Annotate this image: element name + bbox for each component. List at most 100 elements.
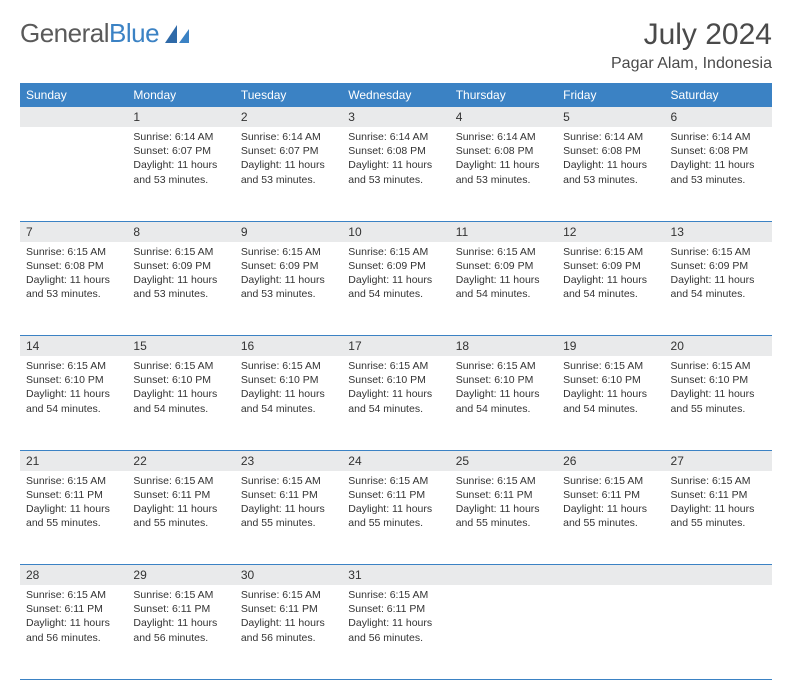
day-cell-body: Sunrise: 6:15 AMSunset: 6:10 PMDaylight:… <box>235 356 342 422</box>
daylight-text-1: Daylight: 11 hours <box>348 502 443 516</box>
day-number-cell: 8 <box>127 221 234 242</box>
daylight-text-1: Daylight: 11 hours <box>26 387 121 401</box>
week-row: Sunrise: 6:15 AMSunset: 6:11 PMDaylight:… <box>20 585 772 679</box>
sunrise-text: Sunrise: 6:15 AM <box>26 359 121 373</box>
day-cell <box>665 585 772 679</box>
daylight-text-1: Daylight: 11 hours <box>671 502 766 516</box>
daylight-text-2: and 54 minutes. <box>456 287 551 301</box>
daylight-text-2: and 54 minutes. <box>26 402 121 416</box>
day-cell-body: Sunrise: 6:15 AMSunset: 6:11 PMDaylight:… <box>342 471 449 537</box>
sunset-text: Sunset: 6:11 PM <box>348 488 443 502</box>
sunrise-text: Sunrise: 6:15 AM <box>671 474 766 488</box>
sunset-text: Sunset: 6:08 PM <box>671 144 766 158</box>
daylight-text-1: Daylight: 11 hours <box>348 273 443 287</box>
daylight-text-1: Daylight: 11 hours <box>133 616 228 630</box>
day-number-cell: 27 <box>665 450 772 471</box>
logo: GeneralBlue <box>20 18 191 49</box>
day-number-cell <box>20 107 127 127</box>
daylight-text-2: and 54 minutes. <box>133 402 228 416</box>
daylight-text-2: and 53 minutes. <box>133 287 228 301</box>
daylight-text-2: and 54 minutes. <box>563 287 658 301</box>
weekday-header: Monday <box>127 83 234 107</box>
daylight-text-2: and 55 minutes. <box>133 516 228 530</box>
day-cell: Sunrise: 6:15 AMSunset: 6:09 PMDaylight:… <box>665 242 772 336</box>
weekday-header: Saturday <box>665 83 772 107</box>
daylight-text-2: and 53 minutes. <box>456 173 551 187</box>
day-number-cell: 17 <box>342 336 449 357</box>
daylight-text-2: and 53 minutes. <box>671 173 766 187</box>
day-cell: Sunrise: 6:15 AMSunset: 6:09 PMDaylight:… <box>557 242 664 336</box>
daylight-text-1: Daylight: 11 hours <box>456 273 551 287</box>
sunrise-text: Sunrise: 6:14 AM <box>348 130 443 144</box>
day-cell-body: Sunrise: 6:15 AMSunset: 6:10 PMDaylight:… <box>127 356 234 422</box>
sunrise-text: Sunrise: 6:15 AM <box>348 359 443 373</box>
sunset-text: Sunset: 6:10 PM <box>563 373 658 387</box>
day-cell-body: Sunrise: 6:15 AMSunset: 6:10 PMDaylight:… <box>450 356 557 422</box>
day-cell-body: Sunrise: 6:15 AMSunset: 6:08 PMDaylight:… <box>20 242 127 308</box>
day-cell: Sunrise: 6:15 AMSunset: 6:11 PMDaylight:… <box>235 585 342 679</box>
sunrise-text: Sunrise: 6:15 AM <box>26 245 121 259</box>
day-cell-body: Sunrise: 6:15 AMSunset: 6:11 PMDaylight:… <box>665 471 772 537</box>
day-cell: Sunrise: 6:15 AMSunset: 6:10 PMDaylight:… <box>450 356 557 450</box>
day-number-cell: 13 <box>665 221 772 242</box>
daylight-text-2: and 54 minutes. <box>456 402 551 416</box>
day-cell: Sunrise: 6:15 AMSunset: 6:10 PMDaylight:… <box>20 356 127 450</box>
sunset-text: Sunset: 6:10 PM <box>456 373 551 387</box>
day-number-cell: 5 <box>557 107 664 127</box>
sunrise-text: Sunrise: 6:15 AM <box>26 588 121 602</box>
sunset-text: Sunset: 6:08 PM <box>456 144 551 158</box>
daylight-text-1: Daylight: 11 hours <box>133 387 228 401</box>
daylight-text-2: and 54 minutes. <box>241 402 336 416</box>
daylight-text-1: Daylight: 11 hours <box>456 502 551 516</box>
sunset-text: Sunset: 6:11 PM <box>26 602 121 616</box>
sunrise-text: Sunrise: 6:15 AM <box>456 245 551 259</box>
sunrise-text: Sunrise: 6:14 AM <box>456 130 551 144</box>
sunrise-text: Sunrise: 6:15 AM <box>348 474 443 488</box>
sunrise-text: Sunrise: 6:14 AM <box>671 130 766 144</box>
day-cell-body: Sunrise: 6:14 AMSunset: 6:07 PMDaylight:… <box>127 127 234 193</box>
day-cell-body: Sunrise: 6:15 AMSunset: 6:10 PMDaylight:… <box>20 356 127 422</box>
day-cell: Sunrise: 6:15 AMSunset: 6:11 PMDaylight:… <box>342 585 449 679</box>
day-number-cell: 18 <box>450 336 557 357</box>
sunset-text: Sunset: 6:08 PM <box>563 144 658 158</box>
sunrise-text: Sunrise: 6:15 AM <box>133 588 228 602</box>
daylight-text-2: and 55 minutes. <box>348 516 443 530</box>
day-number-cell: 6 <box>665 107 772 127</box>
day-cell <box>557 585 664 679</box>
daylight-text-2: and 55 minutes. <box>456 516 551 530</box>
day-number-cell <box>665 565 772 586</box>
daylight-text-2: and 54 minutes. <box>348 287 443 301</box>
sunrise-text: Sunrise: 6:15 AM <box>241 474 336 488</box>
sunrise-text: Sunrise: 6:15 AM <box>563 245 658 259</box>
day-cell: Sunrise: 6:15 AMSunset: 6:08 PMDaylight:… <box>20 242 127 336</box>
sunset-text: Sunset: 6:11 PM <box>26 488 121 502</box>
day-cell-body: Sunrise: 6:15 AMSunset: 6:09 PMDaylight:… <box>342 242 449 308</box>
weekday-header-row: Sunday Monday Tuesday Wednesday Thursday… <box>20 83 772 107</box>
sunset-text: Sunset: 6:11 PM <box>133 602 228 616</box>
day-cell: Sunrise: 6:15 AMSunset: 6:09 PMDaylight:… <box>127 242 234 336</box>
day-number-row: 78910111213 <box>20 221 772 242</box>
sunrise-text: Sunrise: 6:15 AM <box>133 474 228 488</box>
day-cell-body: Sunrise: 6:15 AMSunset: 6:11 PMDaylight:… <box>235 585 342 651</box>
day-number-cell: 2 <box>235 107 342 127</box>
day-cell-body: Sunrise: 6:15 AMSunset: 6:09 PMDaylight:… <box>235 242 342 308</box>
day-cell: Sunrise: 6:14 AMSunset: 6:08 PMDaylight:… <box>450 127 557 221</box>
sunset-text: Sunset: 6:11 PM <box>456 488 551 502</box>
page-header: GeneralBlue July 2024 Pagar Alam, Indone… <box>20 18 772 73</box>
daylight-text-2: and 53 minutes. <box>348 173 443 187</box>
sunset-text: Sunset: 6:11 PM <box>241 488 336 502</box>
day-cell: Sunrise: 6:14 AMSunset: 6:08 PMDaylight:… <box>665 127 772 221</box>
daylight-text-2: and 55 minutes. <box>241 516 336 530</box>
day-number-cell: 7 <box>20 221 127 242</box>
daylight-text-2: and 53 minutes. <box>133 173 228 187</box>
sunrise-text: Sunrise: 6:15 AM <box>26 474 121 488</box>
sunrise-text: Sunrise: 6:15 AM <box>671 245 766 259</box>
sunset-text: Sunset: 6:11 PM <box>671 488 766 502</box>
day-cell-body: Sunrise: 6:15 AMSunset: 6:10 PMDaylight:… <box>665 356 772 422</box>
day-number-cell: 15 <box>127 336 234 357</box>
day-cell: Sunrise: 6:15 AMSunset: 6:11 PMDaylight:… <box>127 471 234 565</box>
daylight-text-2: and 55 minutes. <box>671 516 766 530</box>
sunrise-text: Sunrise: 6:15 AM <box>348 245 443 259</box>
day-number-cell <box>450 565 557 586</box>
sunrise-text: Sunrise: 6:15 AM <box>348 588 443 602</box>
